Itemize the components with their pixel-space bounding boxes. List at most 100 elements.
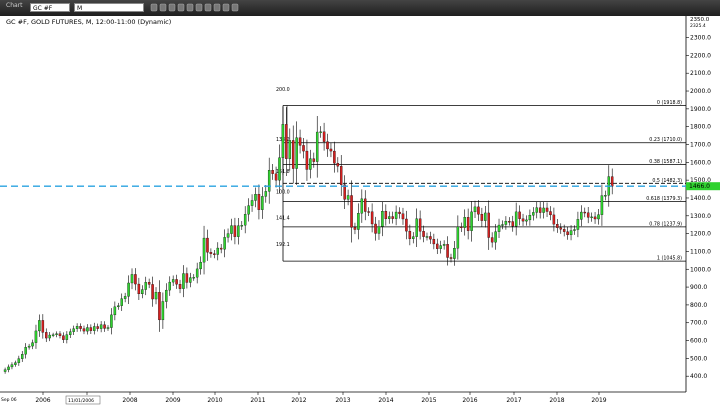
candle: [511, 215, 514, 232]
zoom-in-icon[interactable]: [177, 3, 185, 12]
candle: [604, 190, 607, 201]
candle: [99, 321, 103, 333]
candle: [278, 144, 281, 194]
candle: [312, 152, 316, 168]
candle: [473, 200, 477, 218]
candle: [291, 125, 295, 184]
candle: [315, 115, 319, 178]
x-tick-label: 2017: [506, 397, 521, 404]
candle: [165, 283, 168, 309]
candle: [391, 211, 394, 224]
candle: [96, 323, 99, 332]
candle: [374, 216, 377, 241]
x-tick-label: 2009: [165, 397, 180, 404]
candle: [309, 149, 312, 179]
candle: [14, 360, 17, 367]
candle: [442, 240, 446, 250]
candle: [24, 343, 27, 359]
y-tick-label: 1600.0: [690, 159, 711, 166]
symbol-field[interactable]: GC #F: [30, 3, 70, 12]
candle: [31, 339, 34, 350]
fib-extension-label: 141.4: [276, 215, 290, 221]
candle: [326, 133, 329, 157]
candle: [470, 201, 473, 242]
chart-type-icon[interactable]: [150, 3, 158, 12]
candle: [274, 166, 278, 188]
candle: [353, 222, 357, 235]
candle: [137, 277, 141, 301]
candle: [525, 215, 528, 226]
candle: [405, 210, 408, 240]
y-tick-label: 1700.0: [690, 141, 711, 148]
candle: [339, 155, 343, 196]
candle: [199, 256, 202, 275]
pointer-icon[interactable]: [159, 3, 167, 12]
candle: [192, 274, 195, 281]
y-tick-label: 2000.0: [690, 88, 711, 95]
crosshair-icon[interactable]: [168, 3, 176, 12]
candle: [10, 362, 14, 370]
gold-futures-chart[interactable]: GC #F, GOLD FUTURES, M, 12:00-11:00 (Dyn…: [0, 16, 720, 405]
candle: [72, 325, 75, 336]
text-tool-icon[interactable]: [213, 3, 221, 12]
candle: [494, 224, 497, 250]
candle: [240, 221, 244, 230]
candle: [79, 323, 82, 332]
fib-extension-label: 200.0: [276, 87, 290, 93]
fib-extension-label: 192.1: [276, 242, 290, 248]
candle: [288, 128, 292, 171]
candle: [230, 218, 233, 241]
grid-icon[interactable]: [231, 3, 239, 12]
candle: [202, 225, 206, 275]
candle: [432, 233, 436, 250]
candle: [7, 364, 10, 373]
last-price-box: [686, 182, 720, 191]
period-field[interactable]: M: [74, 3, 144, 12]
candle: [477, 200, 480, 221]
candle: [271, 163, 274, 180]
fib-level-label: 0.38 (1587.1): [649, 159, 682, 165]
candle: [65, 331, 69, 344]
trendline-icon[interactable]: [195, 3, 203, 12]
candle: [213, 250, 216, 259]
candle: [350, 180, 353, 243]
candle: [182, 265, 185, 298]
x-tick-label: 2011: [250, 397, 265, 404]
x-tick-label: 2018: [549, 397, 564, 404]
candle: [41, 314, 45, 339]
fibonacci-levels[interactable]: 0 (1918.8) 0.23 (1710.0) 0.38 (1587.1) 0.5 …: [276, 87, 686, 262]
candle: [171, 275, 175, 287]
zoom-out-icon[interactable]: [186, 3, 194, 12]
candle: [189, 272, 192, 288]
candle: [223, 229, 226, 258]
candle: [559, 223, 563, 234]
x-tick-label: 2019: [591, 397, 606, 404]
candle: [89, 324, 93, 334]
candle: [549, 206, 552, 221]
candle: [363, 190, 367, 221]
settings-icon[interactable]: [222, 3, 230, 12]
fib-extension-label: 100.0: [276, 190, 290, 196]
candle: [370, 203, 374, 233]
candle: [103, 321, 106, 332]
candle: [151, 276, 154, 307]
candle: [120, 293, 123, 311]
candle: [573, 225, 576, 235]
candle: [381, 201, 384, 237]
candle: [48, 331, 51, 342]
fib-level-label: 1 (1045.8): [657, 256, 682, 262]
x-tick-label: 2010: [207, 397, 222, 404]
candle: [538, 201, 542, 219]
candle: [580, 205, 583, 227]
last-price-label: 1466.0: [689, 183, 710, 190]
x-tick-label: 2008: [122, 397, 137, 404]
candle: [161, 292, 165, 329]
candle: [130, 268, 134, 290]
candle: [333, 141, 336, 173]
candle: [216, 242, 220, 261]
fibonacci-icon[interactable]: [204, 3, 212, 12]
toolbar-icons: [150, 3, 239, 12]
chart-tab[interactable]: Chart: [6, 2, 23, 9]
y-tick-label: 700.0: [690, 320, 707, 327]
candle: [343, 175, 346, 209]
